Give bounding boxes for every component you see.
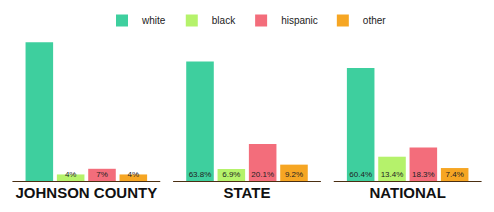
svg-text:6.9%: 6.9% [222, 170, 240, 179]
svg-text:4%: 4% [128, 170, 140, 179]
svg-text:4%: 4% [65, 170, 77, 179]
svg-text:60.4%: 60.4% [349, 170, 372, 179]
svg-text:other: other [363, 15, 386, 26]
svg-text:STATE: STATE [224, 184, 271, 201]
svg-text:20.1%: 20.1% [251, 170, 274, 179]
svg-text:NATIONAL: NATIONAL [369, 184, 445, 201]
svg-text:black: black [212, 15, 236, 26]
svg-text:7%: 7% [96, 170, 108, 179]
svg-text:9.2%: 9.2% [285, 170, 303, 179]
svg-text:13.4%: 13.4% [381, 170, 404, 179]
svg-text:white: white [141, 15, 166, 26]
svg-text:63.8%: 63.8% [189, 170, 212, 179]
svg-text:hispanic: hispanic [281, 15, 318, 26]
svg-text:7.4%: 7.4% [446, 170, 464, 179]
svg-text:JOHNSON COUNTY: JOHNSON COUNTY [15, 184, 157, 201]
svg-text:18.3%: 18.3% [412, 170, 435, 179]
